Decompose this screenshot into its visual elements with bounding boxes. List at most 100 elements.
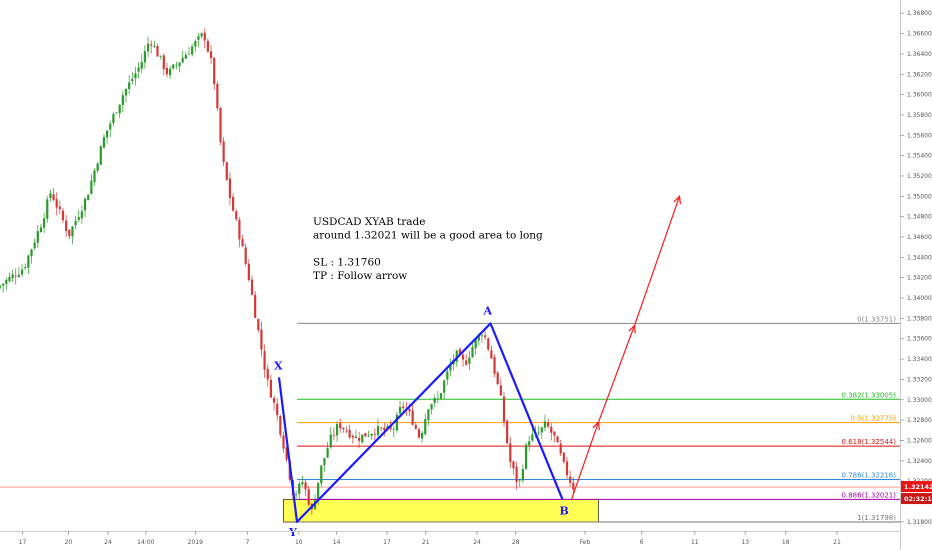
- candle-body: [433, 398, 436, 403]
- candle-body: [550, 426, 553, 433]
- candle-body: [263, 351, 266, 370]
- fib-level-label: 0.786(1.32216): [842, 472, 897, 480]
- pattern-point-x-label: X: [274, 359, 283, 372]
- candle-body: [181, 57, 184, 63]
- time-tick-label: 18: [782, 539, 790, 546]
- candle-body: [257, 319, 260, 331]
- candle-body: [509, 443, 512, 462]
- candle-body: [137, 67, 140, 72]
- candle-body: [364, 433, 367, 437]
- candle-body: [209, 51, 213, 59]
- candle-body: [250, 279, 254, 295]
- candle-body: [487, 338, 490, 350]
- time-axis[interactable]: 17 20 24 14:00 2019 7 10 14 17 21 24 28 Feb 6 11 13 18 21: [19, 531, 841, 546]
- fibonacci-levels: 0(1.33751) 0.382(1.33005) 0.5(1.32775) 0.61…: [0, 315, 900, 523]
- candle-body: [569, 476, 572, 483]
- price-tick-label: 1.36200: [907, 71, 932, 78]
- candle-body: [430, 404, 433, 410]
- candle-body: [106, 130, 109, 138]
- candle-body: [269, 379, 272, 398]
- price-tick-label: 1.35600: [907, 132, 932, 139]
- candle-body: [203, 32, 206, 41]
- time-tick-label: 24: [473, 539, 481, 546]
- candle-body: [499, 385, 502, 396]
- candle-body: [414, 424, 417, 429]
- candle-body: [484, 335, 487, 338]
- candle-body: [150, 44, 153, 46]
- candle-body: [392, 428, 395, 430]
- candle-body: [112, 113, 115, 124]
- candle-body: [402, 406, 405, 408]
- candle-body: [77, 217, 80, 220]
- arrow-head: [673, 195, 682, 205]
- candle-body: [559, 443, 562, 454]
- candle-body: [61, 210, 65, 221]
- candle-body: [143, 51, 146, 63]
- trade-annotation: USDCAD XYAB trade around 1.32021 will be …: [313, 216, 543, 282]
- countdown-timer: 02:32:13: [904, 495, 932, 503]
- time-tick-label: 21: [422, 539, 430, 546]
- candle-body: [493, 357, 496, 374]
- candle-body: [376, 426, 380, 436]
- pattern-point-b-label: B: [560, 504, 569, 517]
- price-tick-label: 1.35200: [907, 173, 932, 180]
- candle-body: [128, 82, 131, 90]
- price-tick-label: 1.34800: [907, 214, 932, 221]
- current-price-value: 1.32142: [904, 483, 932, 491]
- candle-body: [146, 43, 150, 52]
- time-tick-label: 17: [383, 539, 391, 546]
- price-tick-label: 1.32400: [907, 458, 932, 465]
- candle-body: [43, 218, 46, 228]
- pattern-leg-lines: [277, 322, 564, 523]
- candle-body: [8, 276, 11, 282]
- fib-level-label: 0(1.33751): [857, 315, 896, 323]
- candle-body: [528, 441, 531, 446]
- candle-body: [20, 269, 24, 275]
- current-price-tag: 1.32142 02:32:13: [901, 481, 932, 505]
- candle-body: [83, 198, 87, 211]
- time-tick-label: 24: [104, 539, 112, 546]
- time-tick-label: 28: [512, 539, 520, 546]
- time-tick-label: 14: [333, 539, 341, 546]
- annotation-line: SL : 1.31760: [313, 257, 381, 269]
- candle-body: [187, 53, 191, 55]
- candle-body: [134, 73, 137, 79]
- candle-body: [565, 461, 569, 476]
- candle-body: [477, 335, 480, 341]
- candle-body: [222, 141, 225, 162]
- fib-level-label: 0.886(1.32021): [842, 491, 897, 499]
- candle-body: [417, 429, 421, 438]
- candle-body: [80, 211, 83, 219]
- candle-body: [191, 46, 194, 55]
- pattern-point-a-label: A: [483, 304, 493, 317]
- time-tick-label: Feb: [580, 539, 591, 546]
- candle-body: [200, 33, 203, 37]
- candle-body: [272, 397, 276, 403]
- candle-body: [260, 329, 263, 350]
- candle-body: [90, 180, 93, 194]
- price-tick-label: 1.36000: [907, 92, 932, 99]
- candle-body: [446, 371, 449, 380]
- projection-arrow: [570, 195, 682, 500]
- candle-body: [169, 68, 172, 76]
- candle-body: [247, 263, 250, 281]
- candle-body: [102, 137, 106, 148]
- price-axis[interactable]: 1.36800 1.36600 1.36400 1.36200 1.36000 1.358…: [900, 10, 932, 526]
- fib-level-label: 0.5(1.32775): [850, 415, 896, 423]
- candle-body: [304, 482, 307, 490]
- candle-body: [474, 339, 477, 349]
- entry-zone: [283, 498, 599, 523]
- candle-body: [427, 409, 430, 421]
- time-tick-label: 13: [741, 539, 749, 546]
- candle-body: [244, 247, 247, 264]
- countdown-tag-box: [901, 493, 932, 505]
- candle-body: [521, 469, 524, 481]
- candle-body: [339, 423, 342, 429]
- candle-body: [367, 435, 370, 437]
- candle-body: [496, 372, 499, 385]
- price-tick-label: 1.36800: [907, 10, 932, 17]
- candle-body: [232, 196, 235, 211]
- candle-body: [361, 434, 364, 443]
- candle-body: [279, 415, 282, 435]
